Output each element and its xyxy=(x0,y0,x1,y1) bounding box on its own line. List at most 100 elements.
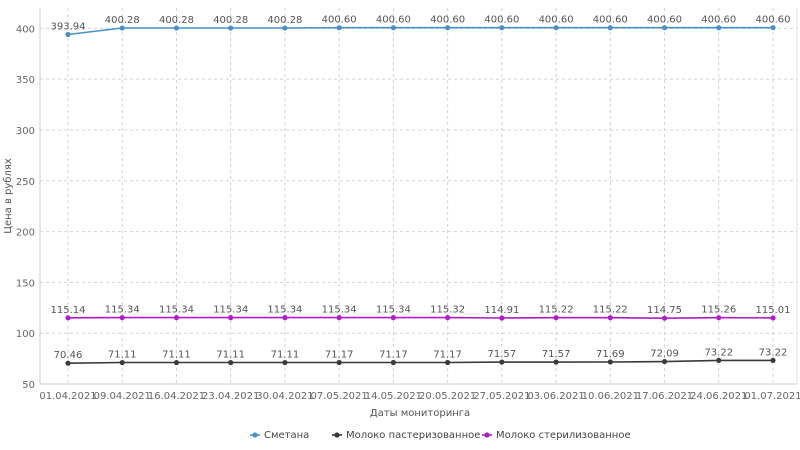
data-label: 400.60 xyxy=(539,15,574,26)
legend[interactable]: Сметана Молоко пастеризованное Молоко стер… xyxy=(250,430,631,441)
data-label: 393.94 xyxy=(51,21,86,32)
data-point[interactable] xyxy=(445,315,451,321)
data-point[interactable] xyxy=(228,315,234,321)
data-label: 115.22 xyxy=(539,305,574,316)
data-label: 400.28 xyxy=(105,15,140,26)
data-label: 400.60 xyxy=(484,15,519,26)
data-point[interactable] xyxy=(499,315,505,321)
data-point[interactable] xyxy=(119,315,125,321)
y-tick-label: 150 xyxy=(16,278,35,289)
data-point[interactable] xyxy=(282,359,288,366)
series-layer xyxy=(65,25,776,366)
data-label: 71.11 xyxy=(271,350,300,361)
legend-marker xyxy=(334,432,340,438)
x-axis-ticks: 01.04.202109.04.202116.04.202123.04.2021… xyxy=(39,391,800,402)
data-label: 115.34 xyxy=(322,305,357,316)
data-point[interactable] xyxy=(607,25,613,31)
legend-label: Сметана xyxy=(264,430,309,441)
data-label: 73.22 xyxy=(759,347,788,358)
data-point[interactable] xyxy=(716,357,722,364)
data-label: 400.60 xyxy=(756,15,791,26)
data-point[interactable] xyxy=(661,25,668,31)
data-label: 115.01 xyxy=(756,305,791,316)
data-point[interactable] xyxy=(336,315,342,321)
data-label: 400.60 xyxy=(647,15,682,26)
data-label: 70.46 xyxy=(54,350,83,361)
data-point[interactable] xyxy=(336,25,342,31)
x-tick-label: 23.04.2021 xyxy=(202,391,259,402)
data-point[interactable] xyxy=(661,315,668,321)
legend-item[interactable]: Молоко стерилизованное xyxy=(482,430,631,441)
data-point[interactable] xyxy=(173,315,180,321)
data-point[interactable] xyxy=(119,25,125,31)
data-point[interactable] xyxy=(282,25,288,31)
x-tick-label: 14.05.2021 xyxy=(365,391,422,402)
data-point[interactable] xyxy=(282,315,288,321)
data-label: 400.60 xyxy=(701,15,736,26)
data-label: 115.32 xyxy=(430,305,465,316)
legend-label: Молоко стерилизованное xyxy=(496,430,631,441)
series-line-0 xyxy=(67,26,773,36)
data-label: 115.14 xyxy=(51,305,86,316)
data-point[interactable] xyxy=(228,359,234,366)
data-label: 71.57 xyxy=(488,349,517,360)
x-axis-title: Даты мониторинга xyxy=(370,408,470,419)
x-tick-label: 10.06.2021 xyxy=(582,391,639,402)
series-line-1 xyxy=(67,359,773,364)
data-label: 71.11 xyxy=(162,350,191,361)
data-label: 115.26 xyxy=(701,305,736,316)
data-point[interactable] xyxy=(173,359,180,366)
data-label: 400.60 xyxy=(376,15,411,26)
y-tick-label: 250 xyxy=(16,177,35,188)
y-tick-label: 50 xyxy=(22,380,35,391)
data-label: 400.28 xyxy=(159,15,194,26)
legend-label: Молоко пастеризованное xyxy=(346,430,480,441)
x-tick-label: 20.05.2021 xyxy=(419,391,476,402)
data-point[interactable] xyxy=(445,25,451,31)
data-point[interactable] xyxy=(499,25,505,31)
data-label: 71.17 xyxy=(433,349,462,360)
data-point[interactable] xyxy=(770,25,776,31)
data-point[interactable] xyxy=(553,25,559,31)
data-point[interactable] xyxy=(499,359,505,365)
data-point[interactable] xyxy=(173,25,180,31)
data-label: 115.34 xyxy=(267,305,302,316)
y-tick-label: 350 xyxy=(16,75,35,86)
data-label: 115.34 xyxy=(213,305,248,316)
data-point[interactable] xyxy=(607,315,613,321)
data-label: 400.28 xyxy=(213,15,248,26)
y-axis-title: Цена в рублях xyxy=(3,158,14,234)
data-point[interactable] xyxy=(390,359,396,366)
grid xyxy=(39,8,798,385)
data-label: 114.75 xyxy=(647,305,682,316)
data-point[interactable] xyxy=(661,358,668,365)
data-point[interactable] xyxy=(716,315,722,321)
data-label: 115.34 xyxy=(159,305,194,316)
data-label: 115.34 xyxy=(376,305,411,316)
legend-item[interactable]: Сметана xyxy=(250,430,309,441)
data-point[interactable] xyxy=(390,25,396,31)
x-tick-label: 30.04.2021 xyxy=(256,391,313,402)
data-point[interactable] xyxy=(553,315,559,321)
data-point[interactable] xyxy=(607,359,613,365)
data-point[interactable] xyxy=(336,359,342,366)
data-label: 71.17 xyxy=(325,349,354,360)
x-tick-label: 03.06.2021 xyxy=(527,391,584,402)
data-point[interactable] xyxy=(553,359,559,365)
data-label: 400.60 xyxy=(430,15,465,26)
x-tick-label: 09.04.2021 xyxy=(94,391,151,402)
data-label: 114.91 xyxy=(484,305,519,316)
data-point[interactable] xyxy=(390,315,396,321)
data-point[interactable] xyxy=(445,359,451,366)
data-point[interactable] xyxy=(65,315,71,321)
data-point[interactable] xyxy=(770,357,776,364)
data-point[interactable] xyxy=(716,25,722,31)
legend-item[interactable]: Молоко пастеризованное xyxy=(332,430,480,441)
data-point[interactable] xyxy=(228,25,234,31)
data-point[interactable] xyxy=(65,31,71,38)
data-point[interactable] xyxy=(119,359,125,366)
legend-marker xyxy=(484,432,490,438)
data-point[interactable] xyxy=(770,315,776,321)
data-point[interactable] xyxy=(65,360,71,366)
